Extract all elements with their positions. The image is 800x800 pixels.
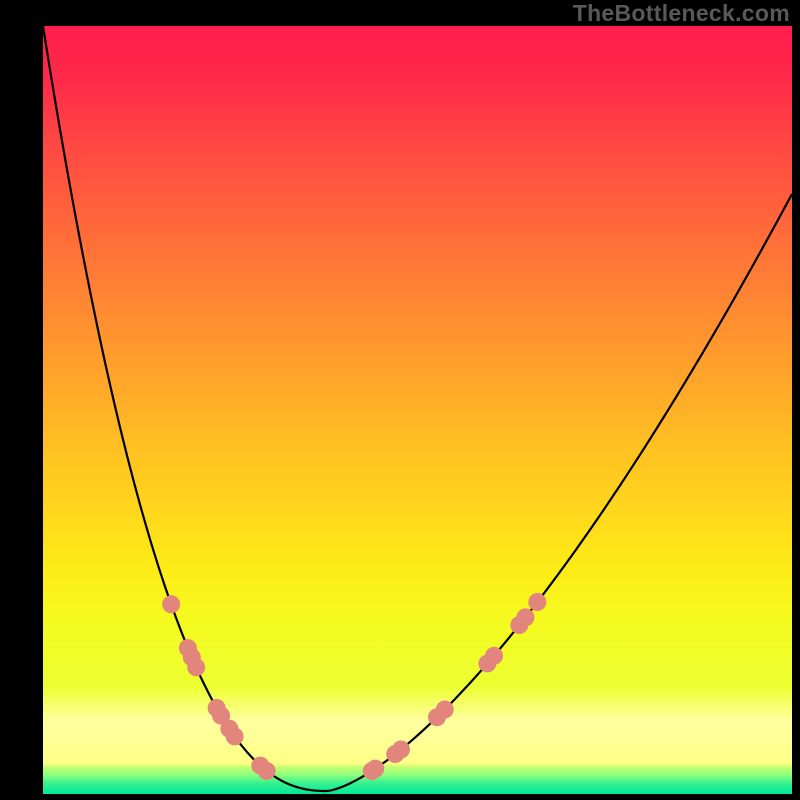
curve-marker (516, 608, 534, 626)
curve-marker (528, 593, 546, 611)
curve-marker (436, 701, 454, 719)
curve-marker (179, 639, 197, 657)
curve-marker (208, 699, 226, 717)
plot-area (43, 26, 792, 794)
curve-marker (485, 647, 503, 665)
curve-marker (251, 757, 269, 775)
chart-svg (43, 26, 792, 794)
curve-marker (366, 760, 384, 778)
gradient-background (43, 26, 792, 794)
curve-marker (162, 595, 180, 613)
curve-marker (392, 740, 410, 758)
root: TheBottleneck.com (0, 0, 800, 800)
watermark-text: TheBottleneck.com (573, 0, 790, 27)
